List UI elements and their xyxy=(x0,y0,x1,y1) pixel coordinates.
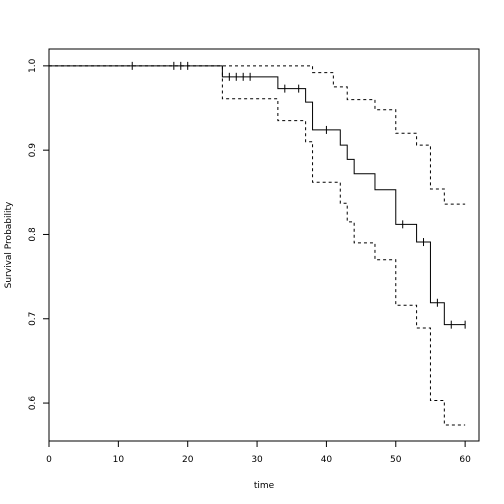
x-axis-label: time xyxy=(254,481,275,491)
estimate-curve xyxy=(49,65,466,326)
upper-confidence-curve xyxy=(49,65,466,205)
x-tick-label-50: 50 xyxy=(390,455,402,465)
lower-confidence-curve xyxy=(49,65,466,426)
series-layer xyxy=(49,61,466,426)
x-tick-label-60: 60 xyxy=(459,455,471,465)
x-tick-label-30: 30 xyxy=(251,455,263,465)
y-axis: 0.6 0.7 0.8 0.9 1.0 xyxy=(28,58,49,410)
y-tick-label-1: 1.0 xyxy=(28,58,38,73)
x-tick-label-40: 40 xyxy=(321,455,333,465)
x-tick-label-0: 0 xyxy=(46,455,52,465)
x-tick-label-10: 10 xyxy=(113,455,125,465)
y-axis-label: Survival Probability xyxy=(4,201,14,288)
plot-frame xyxy=(48,48,480,442)
x-axis: 0 10 20 30 40 50 60 xyxy=(46,441,471,465)
y-tick-label-0.9: 0.9 xyxy=(28,143,38,158)
y-tick-label-0.8: 0.8 xyxy=(28,227,38,242)
x-tick-label-20: 20 xyxy=(182,455,194,465)
y-tick-label-0.7: 0.7 xyxy=(28,312,38,326)
y-tick-label-0.6: 0.6 xyxy=(28,396,38,411)
